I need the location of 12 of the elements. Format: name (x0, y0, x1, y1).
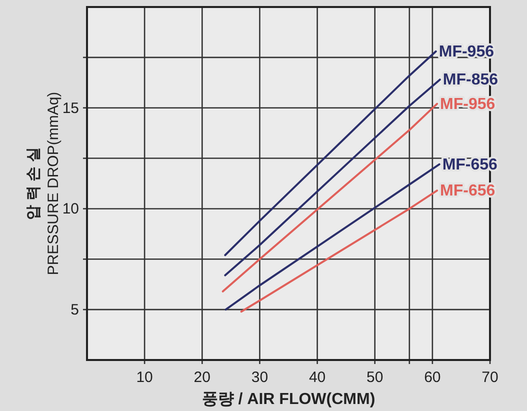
x-tick-label: 60 (424, 369, 441, 386)
x-tick-label: 50 (366, 369, 384, 386)
y-axis-title: 압 력 손 실 PRESSURE DROP(mmAq) (25, 92, 62, 276)
x-axis-title: 풍량 / AIR FLOW(CMM) (202, 391, 376, 408)
x-tick-label: 70 (482, 369, 498, 386)
x-tick-label: 10 (136, 369, 153, 386)
x-tick-label: 20 (194, 369, 210, 386)
x-tick-label: 40 (308, 369, 326, 386)
y-tick-label: 15 (62, 100, 79, 117)
y-tick-label: 5 (70, 302, 79, 319)
y-tick-label: 10 (62, 200, 79, 218)
x-tick-label: 30 (251, 369, 268, 386)
